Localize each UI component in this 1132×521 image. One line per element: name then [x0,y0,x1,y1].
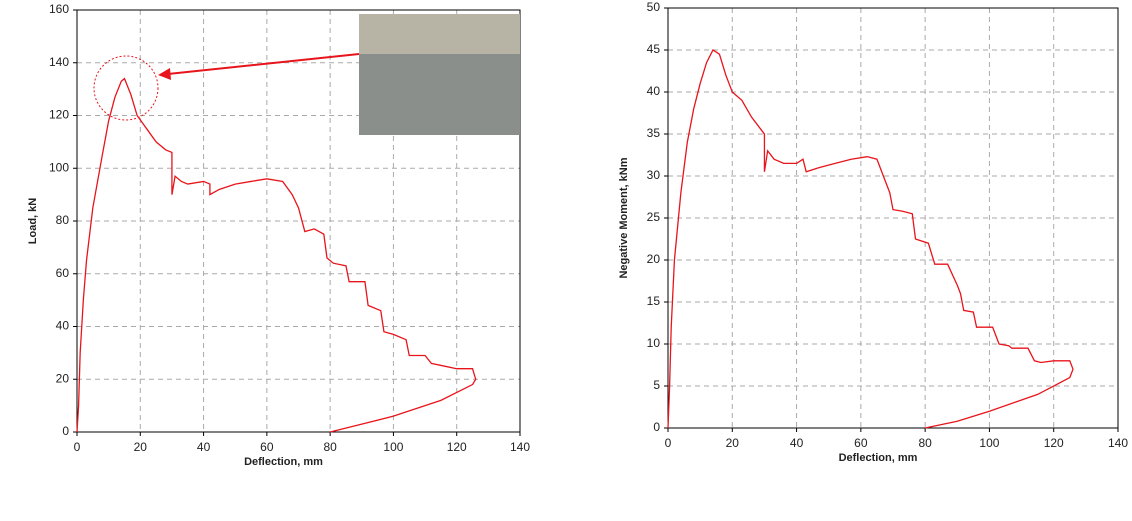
y-tick-label: 5 [653,378,660,392]
x-axis-label: Deflection, mm [244,456,323,468]
data-line [76,77,477,433]
y-tick-label: 0 [62,424,69,438]
x-tick-label: 0 [665,436,672,450]
x-tick-label: 60 [260,440,274,454]
data-line [667,49,1074,429]
y-tick-label: 20 [647,252,661,266]
x-tick-label: 140 [1108,436,1128,450]
y-tick-label: 25 [647,210,661,224]
x-axis-label: Deflection, mm [839,452,918,464]
y-axis-label: Load, kN [27,198,39,245]
x-tick-label: 40 [790,436,804,450]
y-tick-label: 40 [56,319,70,333]
x-tick-label: 0 [74,440,81,454]
y-tick-label: 10 [647,336,661,350]
y-tick-label: 40 [647,84,661,98]
x-tick-label: 100 [383,440,403,454]
x-tick-label: 40 [197,440,211,454]
y-tick-label: 100 [49,160,69,174]
y-tick-label: 120 [49,108,69,122]
y-tick-label: 30 [647,168,661,182]
inset-photo-top [359,14,520,54]
y-tick-label: 80 [56,213,70,227]
x-tick-label: 20 [134,440,148,454]
x-tick-label: 20 [726,436,740,450]
arrow-head [158,68,171,80]
y-tick-label: 15 [647,294,661,308]
x-tick-label: 140 [510,440,530,454]
x-tick-label: 100 [979,436,999,450]
y-tick-label: 140 [49,55,69,69]
y-axis-label: Negative Moment, kNm [618,157,630,278]
y-tick-label: 35 [647,126,661,140]
y-tick-label: 20 [56,371,70,385]
plot-frame [76,9,521,433]
x-tick-label: 80 [918,436,932,450]
y-tick-label: 160 [49,2,69,16]
plot-frame [667,7,1119,429]
y-tick-label: 0 [653,420,660,434]
x-tick-label: 80 [323,440,337,454]
arrow [167,53,360,75]
y-tick-label: 60 [56,266,70,280]
highlight-circle [93,55,159,121]
x-tick-label: 120 [1044,436,1064,450]
x-tick-label: 60 [854,436,868,450]
y-tick-label: 50 [647,0,661,14]
y-tick-label: 45 [647,42,661,56]
x-tick-label: 120 [447,440,467,454]
